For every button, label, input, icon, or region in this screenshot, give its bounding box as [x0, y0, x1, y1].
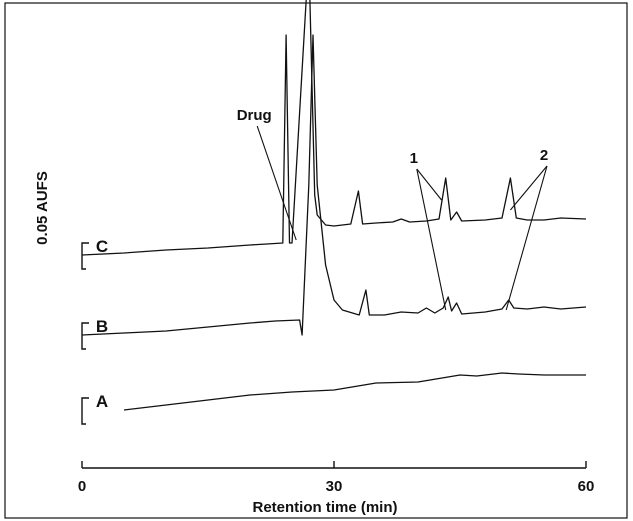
trace-b [81, 34, 587, 336]
x-tick-label: 30 [326, 478, 343, 495]
figure-frame [4, 2, 628, 519]
y-axis-label: 0.05 AUFS [34, 171, 51, 245]
trace-label-a: A [96, 392, 108, 411]
x-tick-label: 0 [78, 478, 86, 495]
x-axis-label: Retention time (min) [253, 499, 398, 516]
trace-label-b: B [96, 317, 108, 336]
annotation-leader-peak-1 [416, 168, 442, 201]
annotation-group: Drug 1 2 [237, 107, 548, 311]
trace-bracket-b [81, 322, 89, 350]
x-tick-label: 60 [578, 478, 595, 495]
trace-label-c: C [96, 237, 108, 256]
x-axis: 0 30 60 [78, 461, 595, 495]
annotation-label-peak-2: 2 [540, 147, 548, 164]
annotation-leader-peak-2 [509, 165, 548, 211]
annotation-label-peak-1: 1 [410, 150, 418, 167]
trace-bracket-a [81, 397, 89, 425]
trace-bracket-c [81, 242, 89, 270]
annotation-leader-drug [256, 125, 297, 241]
trace-group: A B C [81, 0, 587, 425]
annotation-leader-peak-1 [416, 168, 447, 311]
annotation-label-drug: Drug [237, 107, 272, 124]
trace-c [81, 0, 587, 256]
trace-a [123, 372, 586, 411]
annotation-leader-peak-2 [505, 165, 548, 311]
